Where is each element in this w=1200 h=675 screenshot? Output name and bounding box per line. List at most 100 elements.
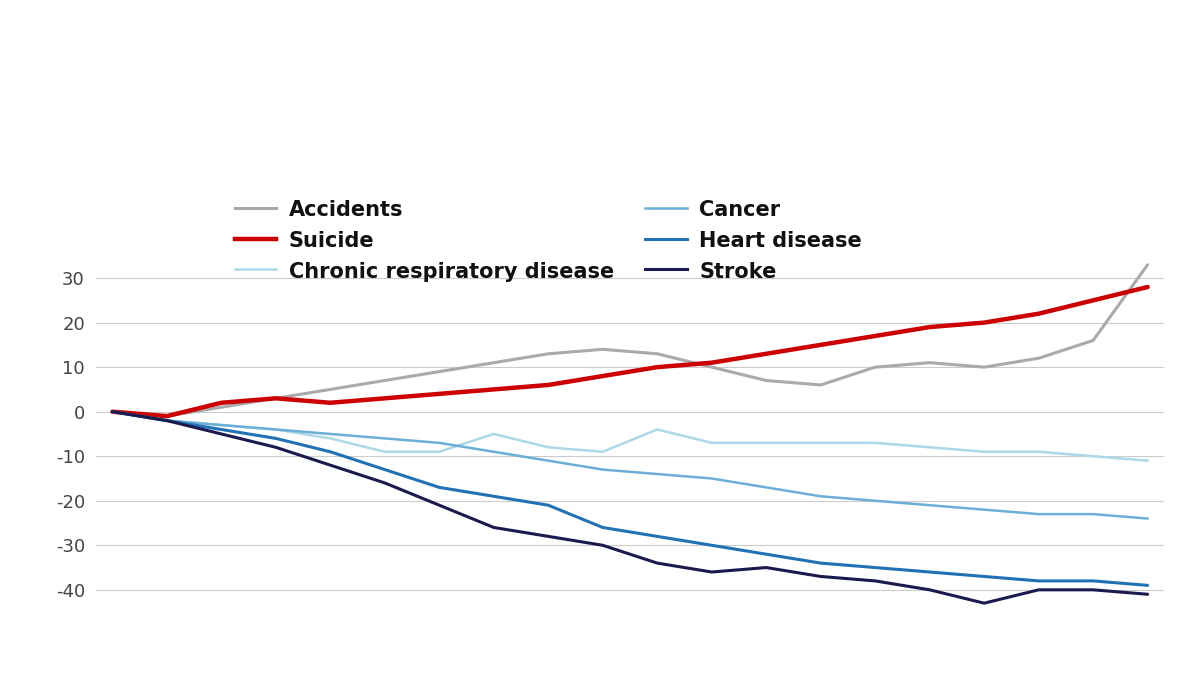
Accidents [1032, 354, 1046, 362]
Suicide [923, 323, 937, 331]
Heart disease [541, 501, 556, 509]
Stroke [214, 430, 228, 438]
Cancer [1032, 510, 1046, 518]
Line: Chronic respiratory disease: Chronic respiratory disease [113, 412, 1147, 460]
Stroke [323, 461, 337, 469]
Suicide [106, 408, 120, 416]
Chronic respiratory disease [214, 421, 228, 429]
Heart disease [269, 434, 283, 442]
Chronic respiratory disease [1032, 448, 1046, 456]
Stroke [650, 559, 665, 567]
Chronic respiratory disease [704, 439, 719, 447]
Cancer [1086, 510, 1100, 518]
Cancer [378, 434, 392, 442]
Accidents [704, 363, 719, 371]
Suicide [704, 358, 719, 367]
Chronic respiratory disease [378, 448, 392, 456]
Heart disease [378, 466, 392, 474]
Cancer [541, 456, 556, 464]
Heart disease [106, 408, 120, 416]
Stroke [486, 523, 500, 531]
Heart disease [923, 568, 937, 576]
Stroke [541, 533, 556, 541]
Chronic respiratory disease [432, 448, 446, 456]
Accidents [1140, 261, 1154, 269]
Cancer [486, 448, 500, 456]
Chronic respiratory disease [595, 448, 610, 456]
Stroke [814, 572, 828, 580]
Stroke [595, 541, 610, 549]
Accidents [378, 377, 392, 385]
Stroke [977, 599, 991, 608]
Cancer [704, 475, 719, 483]
Stroke [760, 564, 774, 572]
Suicide [1032, 310, 1046, 318]
Accidents [106, 408, 120, 416]
Accidents [650, 350, 665, 358]
Cancer [595, 466, 610, 474]
Line: Accidents: Accidents [113, 265, 1147, 416]
Chronic respiratory disease [160, 416, 174, 425]
Chronic respiratory disease [923, 443, 937, 452]
Stroke [432, 501, 446, 509]
Heart disease [1140, 581, 1154, 589]
Suicide [160, 412, 174, 420]
Heart disease [868, 564, 882, 572]
Chronic respiratory disease [486, 430, 500, 438]
Heart disease [486, 492, 500, 500]
Legend: Accidents, Suicide, Chronic respiratory disease, Cancer, Heart disease, Stroke: Accidents, Suicide, Chronic respiratory … [234, 199, 862, 281]
Chronic respiratory disease [650, 425, 665, 433]
Chronic respiratory disease [1086, 452, 1100, 460]
Heart disease [595, 523, 610, 531]
Cancer [323, 430, 337, 438]
Heart disease [214, 425, 228, 433]
Heart disease [1032, 577, 1046, 585]
Suicide [323, 399, 337, 407]
Cancer [977, 506, 991, 514]
Heart disease [432, 483, 446, 491]
Chronic respiratory disease [541, 443, 556, 452]
Accidents [214, 403, 228, 411]
Suicide [1140, 283, 1154, 291]
Accidents [323, 385, 337, 394]
Chronic respiratory disease [760, 439, 774, 447]
Suicide [1086, 296, 1100, 304]
Suicide [868, 332, 882, 340]
Accidents [541, 350, 556, 358]
Cancer [760, 483, 774, 491]
Chronic respiratory disease [1140, 456, 1154, 464]
Cancer [160, 416, 174, 425]
Chronic respiratory disease [106, 408, 120, 416]
Chronic respiratory disease [814, 439, 828, 447]
Heart disease [160, 416, 174, 425]
Cancer [1140, 514, 1154, 522]
Cancer [650, 470, 665, 478]
Stroke [269, 443, 283, 452]
Accidents [269, 394, 283, 402]
Accidents [486, 358, 500, 367]
Stroke [868, 577, 882, 585]
Suicide [760, 350, 774, 358]
Cancer [214, 421, 228, 429]
Suicide [486, 385, 500, 394]
Cancer [923, 501, 937, 509]
Heart disease [704, 541, 719, 549]
Suicide [378, 394, 392, 402]
Suicide [814, 341, 828, 349]
Heart disease [977, 572, 991, 580]
Stroke [378, 479, 392, 487]
Accidents [923, 358, 937, 367]
Stroke [923, 586, 937, 594]
Cancer [269, 425, 283, 433]
Heart disease [323, 448, 337, 456]
Stroke [1140, 590, 1154, 598]
Suicide [541, 381, 556, 389]
Accidents [814, 381, 828, 389]
Stroke [106, 408, 120, 416]
Suicide [595, 372, 610, 380]
Chronic respiratory disease [269, 425, 283, 433]
Line: Stroke: Stroke [113, 412, 1147, 603]
Heart disease [814, 559, 828, 567]
Suicide [650, 363, 665, 371]
Cancer [432, 439, 446, 447]
